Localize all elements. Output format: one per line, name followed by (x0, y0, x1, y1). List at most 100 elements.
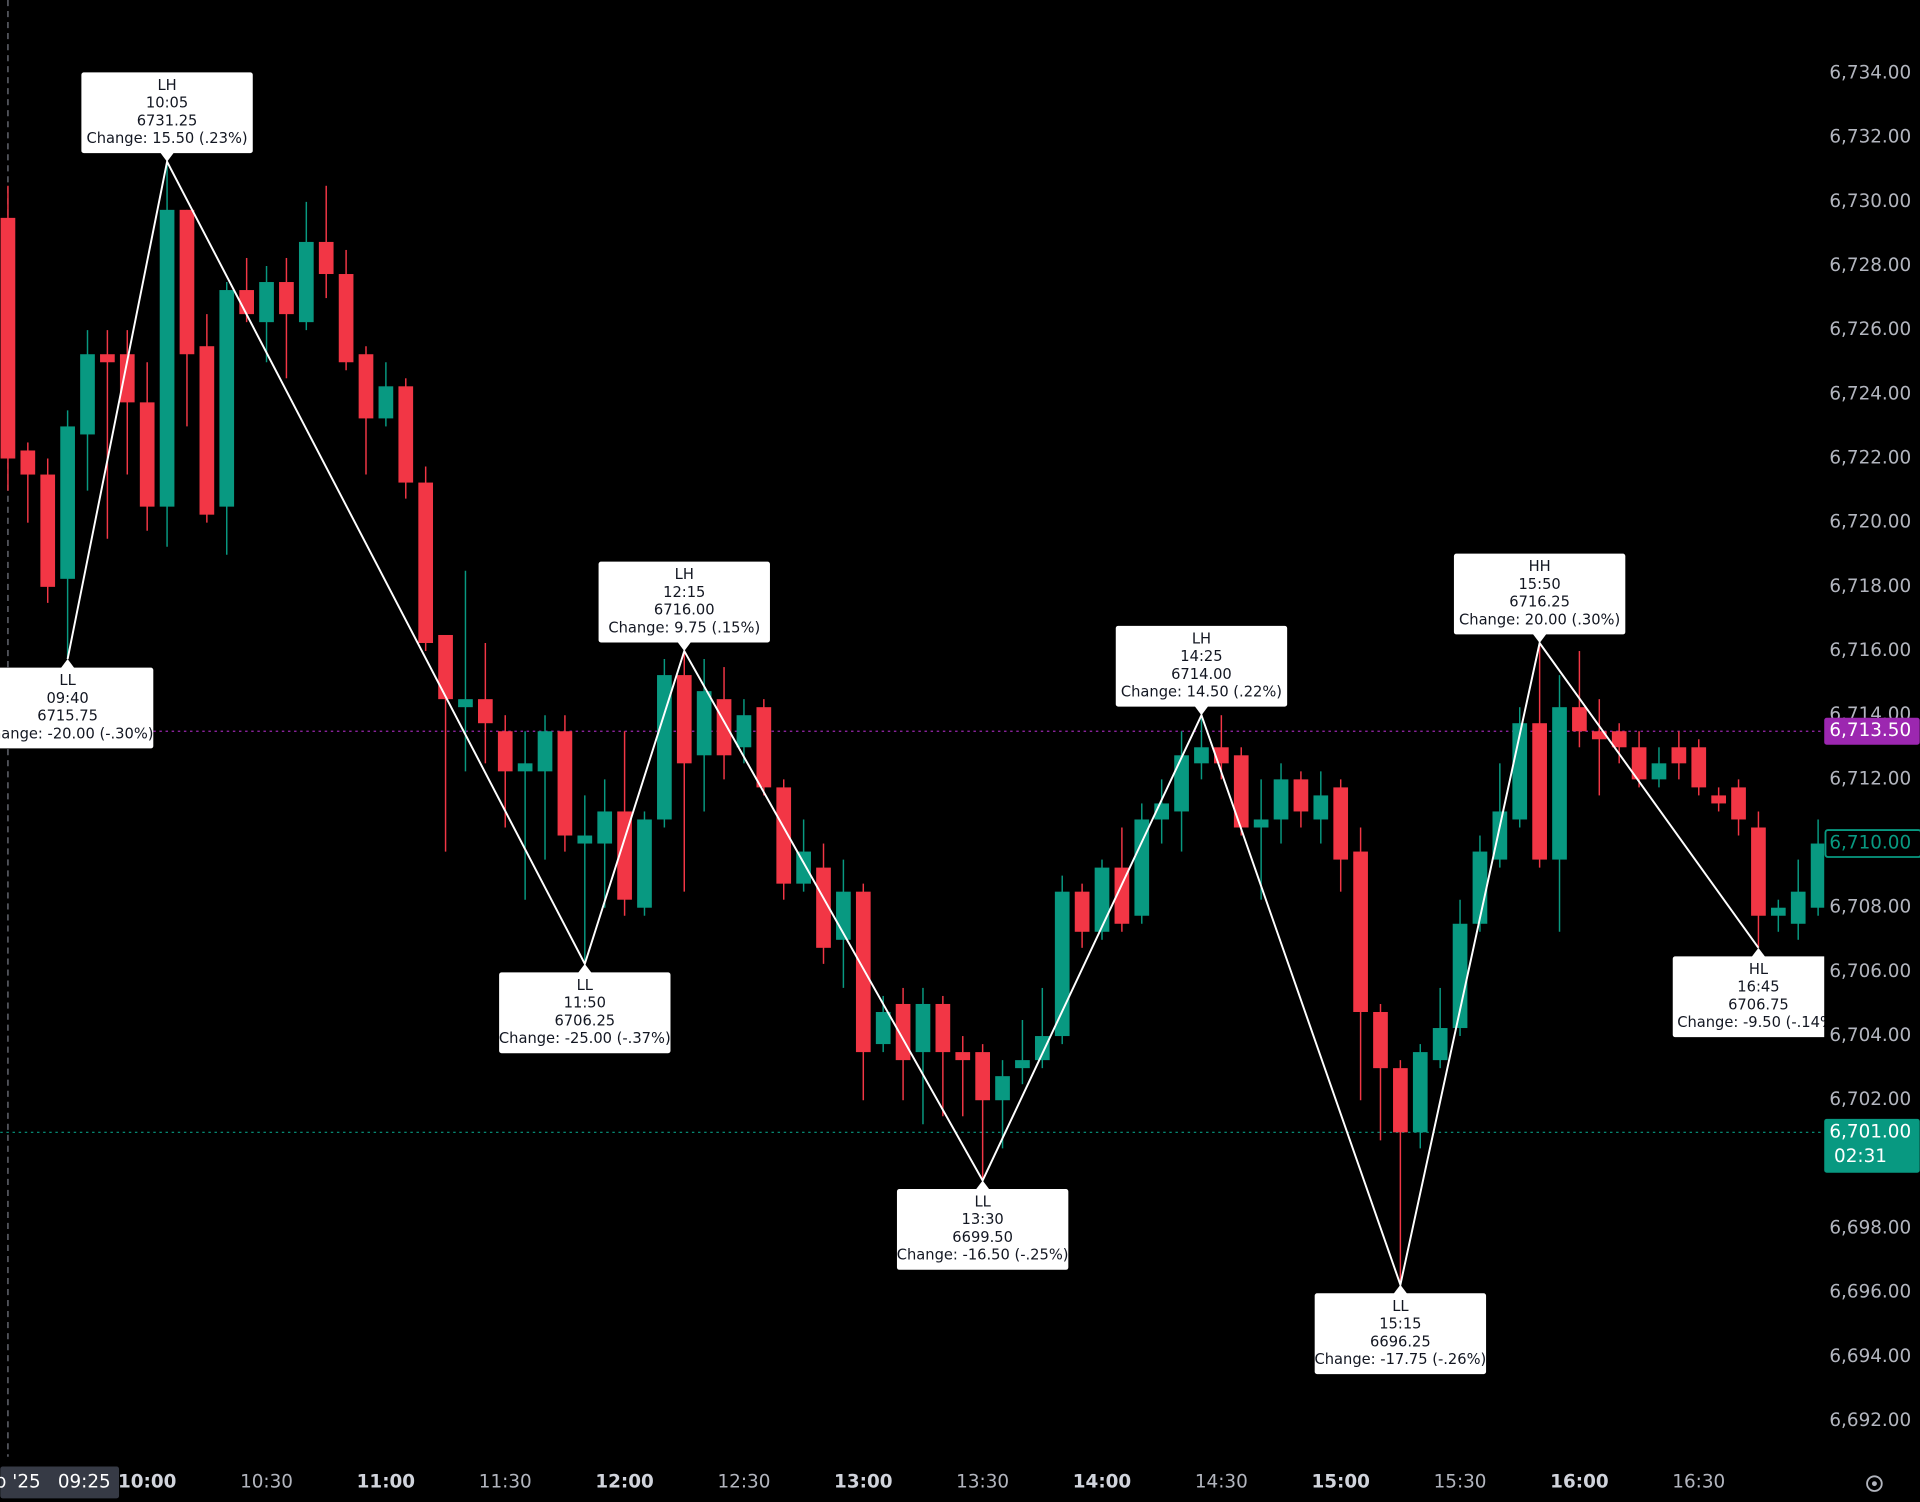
candle-body (1572, 707, 1587, 732)
pivot-time: 09:40 (46, 690, 88, 707)
candle-body (756, 707, 772, 788)
pivot-price-label: 6715.75 (37, 708, 98, 725)
y-tick-label: 6,724.00 (1829, 383, 1911, 404)
y-tick-label: 6,726.00 (1829, 319, 1911, 340)
candle-body (1711, 795, 1726, 804)
candle-body (1293, 779, 1309, 812)
candle-body (696, 691, 712, 756)
y-tick-label: 6,716.00 (1829, 640, 1911, 661)
x-tick-label: 16:00 (1550, 1471, 1608, 1492)
candle-body (60, 426, 75, 579)
candle-body (1253, 819, 1269, 828)
pivot-type: LL (1392, 1298, 1409, 1315)
x-tick-label: 10:00 (118, 1471, 176, 1492)
candle-body (398, 386, 414, 483)
pivot-type: LL (974, 1193, 991, 1210)
pivot-time: 15:15 (1379, 1316, 1421, 1333)
candle-body (597, 811, 613, 844)
candle-body (637, 819, 652, 908)
x-tick-label: 13:30 (956, 1471, 1009, 1492)
y-tick-label: 6,720.00 (1829, 512, 1911, 533)
candle-body (657, 675, 672, 820)
candle-body (955, 1052, 971, 1061)
candle-body (1174, 755, 1189, 812)
pivot-box (896, 1189, 1069, 1270)
candle-body (139, 402, 155, 507)
candle-body (1611, 731, 1627, 748)
pivot-time: 11:50 (564, 995, 606, 1012)
candle-body (577, 835, 593, 844)
pivot-change: Change: 9.75 (.15%) (608, 619, 760, 636)
candle-body (497, 731, 513, 772)
pivot-time: 14:25 (1180, 648, 1222, 665)
candle-body (1432, 1028, 1448, 1061)
candle-body (179, 209, 195, 355)
candle-body (219, 290, 235, 507)
candle-body (338, 274, 354, 363)
candle-body (1074, 891, 1090, 932)
candle-body (458, 699, 473, 708)
candle-body (478, 699, 493, 724)
y-tick-label: 6,696.00 (1829, 1282, 1911, 1303)
pivot-price-label: 6731.25 (137, 112, 198, 129)
price-tag (1824, 1118, 1920, 1173)
y-tick-label: 6,728.00 (1829, 255, 1911, 276)
x-tick-label: 15:00 (1311, 1471, 1369, 1492)
pivot-box (0, 667, 154, 749)
candle-body (537, 731, 553, 772)
candle-body (875, 1011, 891, 1045)
y-tick-label: 6,734.00 (1829, 62, 1911, 83)
candle-body (378, 386, 394, 419)
candle-body (159, 209, 175, 507)
x-tick-label: 11:00 (357, 1471, 415, 1492)
candle-body (796, 851, 811, 884)
candle-body (100, 354, 115, 363)
candle-body (1194, 747, 1209, 764)
pivot-box (81, 72, 253, 154)
pivot-box (1314, 1293, 1487, 1375)
candle-body (1054, 891, 1070, 1037)
candle-body (736, 715, 752, 748)
candle-body (1134, 819, 1150, 916)
pivot-price-label: 6716.00 (654, 602, 715, 619)
pivot-time: 10:05 (146, 95, 188, 112)
pivot-change: Change: 20.00 (.30%) (1459, 611, 1620, 628)
crosshair-time-box (0, 1466, 120, 1499)
pivot-time: 13:30 (961, 1211, 1003, 1228)
y-tick-label: 6,730.00 (1829, 191, 1911, 212)
x-tick-label: 14:30 (1195, 1471, 1248, 1492)
crosshair-date: p '25 (0, 1471, 41, 1492)
pivot-time: 16:45 (1737, 979, 1779, 996)
candle-body (1114, 867, 1130, 924)
candle-body (1452, 923, 1468, 1029)
pivot-change: Change: -20.00 (-.30%) (0, 725, 153, 742)
pivot-type: HH (1529, 558, 1551, 575)
pivot-pointer (1194, 705, 1209, 716)
y-tick-label: 6,706.00 (1829, 961, 1911, 982)
candle-body (1790, 891, 1806, 924)
candle-body (1353, 851, 1368, 1012)
x-tick-label: 15:30 (1434, 1471, 1487, 1492)
candle-body (0, 217, 16, 459)
candle-body (418, 482, 434, 644)
pivot-change: Change: -17.75 (-.26%) (1314, 1351, 1486, 1368)
candle-body (1552, 707, 1567, 860)
pivot-pointer (975, 1180, 990, 1191)
pivot-change: Change: -25.00 (-.37%) (499, 1030, 671, 1047)
candle-body (1731, 787, 1746, 820)
candle-body (1691, 747, 1707, 788)
x-tick-label: 13:00 (834, 1471, 892, 1492)
pivot-type: LH (675, 566, 694, 583)
pivot-price-label: 6699.50 (952, 1229, 1013, 1246)
price-tag (1824, 829, 1920, 858)
crosshair-time: 09:25 (58, 1471, 111, 1492)
pivot-price-label: 6706.25 (554, 1012, 615, 1029)
pivot-time: 12:15 (663, 584, 705, 601)
candle-body (1393, 1068, 1408, 1133)
candle-body (617, 811, 632, 900)
